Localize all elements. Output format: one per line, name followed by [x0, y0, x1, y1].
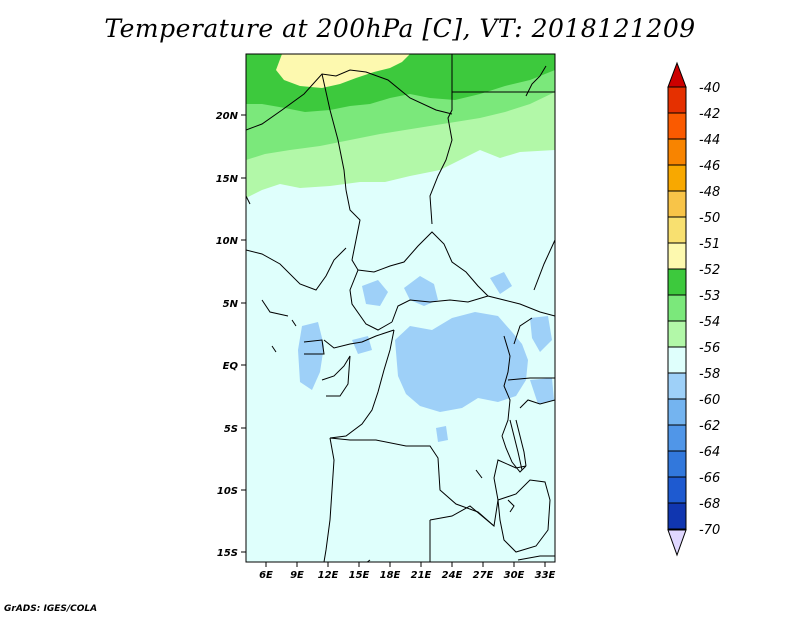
lat-label: 20N: [216, 111, 239, 122]
colorbar-label: -46: [699, 159, 720, 174]
colorbar-label: -68: [699, 497, 720, 512]
longitude-labels: 6E 9E 12E 15E 18E 21E 24E 27E 30E 33E: [259, 570, 555, 581]
colorbar-label: -48: [699, 185, 720, 200]
lon-label: 9E: [290, 570, 304, 581]
colorbar-box: [667, 268, 687, 296]
colorbar-label: -54: [699, 315, 720, 330]
credit-text: GrADS: IGES/COLA: [4, 604, 98, 614]
colorbar-box: [667, 320, 687, 348]
colorbar-box: [667, 476, 687, 504]
colorbar-box: [667, 502, 687, 530]
latitude-labels: 20N 15N 10N 5N EQ 5S 10S 15S: [216, 111, 239, 559]
colorbar-label: -70: [699, 523, 720, 538]
colorbar-box: [667, 190, 687, 218]
colorbar-label: -56: [699, 341, 720, 356]
map-frame: [245, 53, 556, 563]
map-title: Temperature at 200hPa [C], VT: 201812120…: [104, 14, 696, 43]
lon-label: 27E: [473, 570, 494, 581]
colorbar-label: -58: [699, 367, 720, 382]
lon-label: 12E: [318, 570, 339, 581]
lon-label: 33E: [535, 570, 556, 581]
colorbar-label: -40: [699, 81, 720, 96]
lat-label: 10S: [217, 486, 238, 497]
colorbar-box: [667, 398, 687, 426]
lon-label: 18E: [380, 570, 401, 581]
field-minus-51: [276, 54, 410, 88]
lon-label: 15E: [349, 570, 370, 581]
colorbar-box: [667, 346, 687, 374]
colorbar-box: [667, 112, 687, 140]
lat-label: 5S: [224, 424, 238, 435]
colorbar-box: [667, 216, 687, 244]
colorbar-boxes: [667, 86, 687, 530]
colorbar-label: -50: [699, 211, 720, 226]
colorbar-labels: -40 -42 -44 -46 -48 -50 -51 -52 -53 -54 …: [699, 81, 720, 538]
temperature-field: [246, 54, 555, 562]
colorbar-box: [667, 450, 687, 478]
colorbar-label: -44: [699, 133, 720, 148]
colorbar-box: [667, 164, 687, 192]
lon-label: 24E: [442, 570, 463, 581]
colorbar-label: -60: [699, 393, 720, 408]
colorbar-label: -64: [699, 445, 720, 460]
lon-label: 30E: [504, 570, 525, 581]
colorbar-box: [667, 294, 687, 322]
colorbar-box: [667, 86, 687, 114]
lat-label: 15N: [216, 174, 239, 185]
colorbar-box: [667, 424, 687, 452]
colorbar-box: [667, 242, 687, 270]
lat-label: EQ: [223, 361, 239, 372]
colorbar-label: -42: [699, 107, 720, 122]
colorbar-label: -66: [699, 471, 720, 486]
lat-label: 10N: [216, 236, 239, 247]
colorbar-label: -51: [699, 237, 720, 252]
colorbar-box: [667, 138, 687, 166]
colorbar-bottom-arrow: [667, 529, 687, 557]
colorbar-top-arrow: [667, 61, 687, 88]
lat-label: 5N: [223, 299, 239, 310]
colorbar-label: -52: [699, 263, 720, 278]
lon-label: 21E: [411, 570, 432, 581]
lon-label: 6E: [259, 570, 273, 581]
colorbar-box: [667, 372, 687, 400]
colorbar-label: -53: [699, 289, 720, 304]
colorbar-label: -62: [699, 419, 720, 434]
lat-label: 15S: [217, 548, 238, 559]
field-minus-58: [298, 272, 554, 442]
country-borders: [246, 54, 555, 562]
colorbar: -40 -42 -44 -46 -48 -50 -51 -52 -53 -54 …: [667, 61, 720, 557]
map-ticks: [241, 114, 546, 567]
